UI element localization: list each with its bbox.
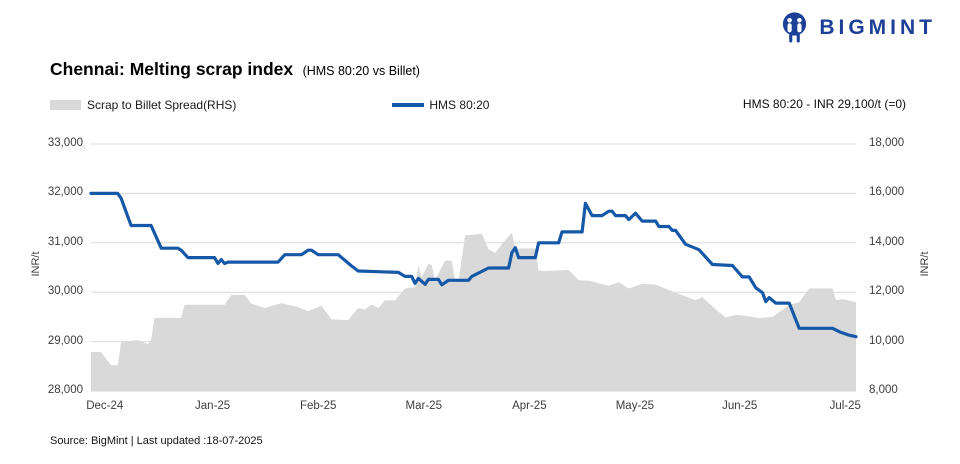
source-note: Source: BigMint | Last updated :18-07-20… [50,435,263,447]
bigmint-logo-icon [778,11,811,45]
chart-subtitle: (HMS 80:20 vs Billet) [302,64,420,78]
spread-area-series [91,232,856,391]
left-axis-tick: 31,000 [47,235,83,248]
right-axis-tick: 12,000 [869,285,905,298]
left-axis-tick: 29,000 [47,334,83,347]
hms-line-swatch-icon [392,103,425,107]
x-axis-tick: Mar-25 [405,400,442,412]
right-axis-tick: 8,000 [869,384,898,396]
right-axis-tick: 10,000 [869,334,905,347]
x-axis-tick: Feb-25 [299,400,337,412]
bigmint-logo: BIGMINT [778,11,936,45]
latest-price-annotation: HMS 80:20 - INR 29,100/t (=0) [742,97,906,111]
left-axis-tick: 33,000 [47,137,83,149]
x-axis-tick: Jan-25 [195,400,231,412]
right-axis-tick: 18,000 [869,137,905,149]
legend: Scrap to Billet Spread(RHS) HMS 80:20 [50,98,489,112]
left-axis-title: INR/t [30,251,42,277]
hms-line-series [89,191,858,339]
x-axis-tick: Apr-25 [512,400,547,412]
chart-title-row: Chennai: Melting scrap index (HMS 80:20 … [50,59,420,80]
x-axis-tick: May-25 [615,400,655,412]
x-axis-tick: Jul-25 [829,400,861,412]
legend-spread-label: Scrap to Billet Spread(RHS) [87,98,237,112]
right-axis-tick: 14,000 [869,235,905,248]
right-axis-title: INR/t [919,251,931,277]
legend-hms-label: HMS 80:20 [429,98,490,112]
legend-item-hms: HMS 80:20 [392,98,489,112]
right-axis-tick: 16,000 [869,186,905,199]
spread-swatch-icon [50,100,81,110]
x-axis-tick: Dec-24 [86,400,124,412]
x-axis-tick: Jun-25 [722,400,758,412]
left-axis-tick: 30,000 [47,285,83,298]
left-axis-tick: 32,000 [47,186,83,199]
chart-title: Chennai: Melting scrap index [50,59,294,79]
bigmint-logo-text: BIGMINT [819,16,936,39]
legend-item-spread: Scrap to Billet Spread(RHS) [50,98,236,112]
left-axis-tick: 28,000 [47,384,83,396]
